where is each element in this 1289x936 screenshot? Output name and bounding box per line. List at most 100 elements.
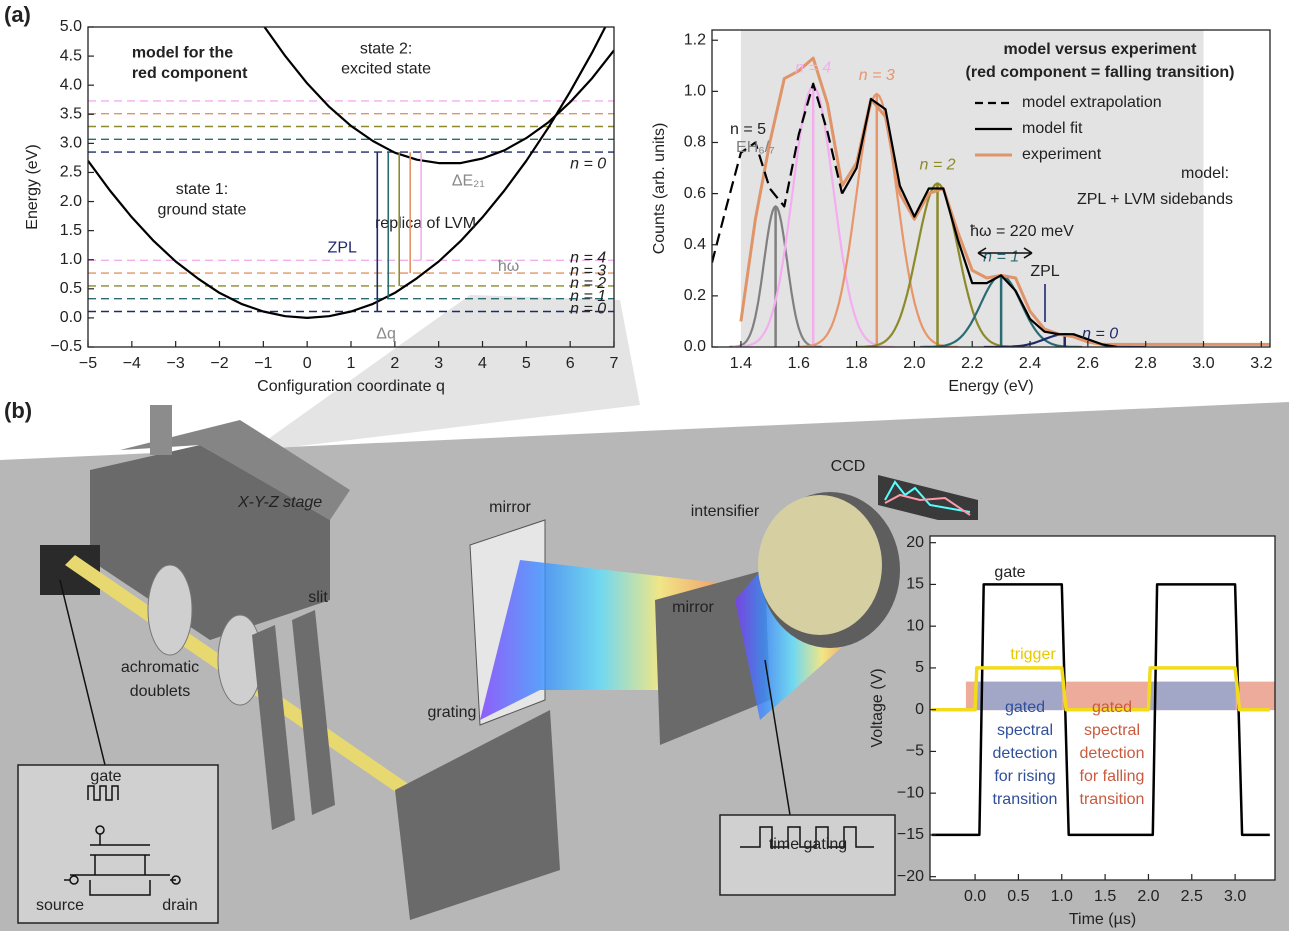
annotation: model:	[1181, 165, 1229, 182]
x-tick-label: 1.8	[845, 355, 867, 372]
y-tick-label: −5	[906, 743, 924, 760]
chart-subtitle: (red component = falling transition)	[966, 64, 1235, 81]
y-tick-label: 2.5	[60, 164, 82, 181]
setup-label: gate	[90, 768, 121, 785]
band-label: gated	[1092, 699, 1132, 716]
y-axis-label: Voltage (V)	[869, 668, 886, 747]
panel-label: (b)	[4, 398, 32, 423]
y-tick-label: −15	[897, 826, 924, 843]
setup-label: intensifier	[691, 503, 760, 520]
y-tick-label: 0.5	[60, 280, 82, 297]
annotation: n = 5	[730, 121, 766, 138]
setup-label: mirror	[489, 499, 531, 516]
level-label: n = 4	[570, 250, 606, 267]
y-tick-label: 0.8	[684, 134, 706, 151]
x-tick-label: 3.0	[1192, 355, 1214, 372]
y-tick-label: 0.6	[684, 185, 706, 202]
x-tick-label: 2.5	[1181, 888, 1203, 905]
series-label: gate	[994, 564, 1025, 581]
x-tick-label: 3.0	[1224, 888, 1246, 905]
y-axis-label: Counts (arb. units)	[651, 123, 668, 255]
annotation: ħω	[498, 258, 519, 275]
annotation: excited state	[341, 61, 431, 78]
y-tick-label: 3.5	[60, 105, 82, 122]
y-tick-label: 3.0	[60, 135, 82, 152]
setup-label: slit	[308, 589, 328, 606]
y-tick-label: 0.2	[684, 287, 706, 304]
legend-label: model fit	[1022, 120, 1083, 137]
y-tick-label: 0	[915, 701, 924, 718]
y-tick-label: 5.0	[60, 18, 82, 35]
x-tick-label: 2.8	[1135, 355, 1157, 372]
band-label: transition	[1080, 791, 1145, 808]
y-tick-label: 10	[906, 617, 924, 634]
x-tick-label: 1.5	[1094, 888, 1116, 905]
x-tick-label: 0.5	[1007, 888, 1029, 905]
component-label: n = 2	[919, 157, 955, 174]
x-tick-label: 1.4	[730, 355, 752, 372]
y-tick-label: 4.5	[60, 47, 82, 64]
figure: (a)(b)−5−4−3−2−101234567−0.50.00.51.01.5…	[0, 0, 1289, 931]
setup-label: achromatic	[121, 659, 199, 676]
y-tick-label: 0.4	[684, 236, 706, 253]
x-tick-label: −4	[123, 355, 141, 372]
y-tick-label: −10	[897, 784, 924, 801]
y-tick-label: 1.2	[684, 31, 706, 48]
y-tick-label: 4.0	[60, 76, 82, 93]
setup-label: doublets	[130, 683, 191, 700]
band-label: detection	[1080, 745, 1145, 762]
page: { "figure": { "panel_labels": ["(a)", "(…	[0, 0, 1289, 931]
x-tick-label: 1.0	[1051, 888, 1073, 905]
setup-label: CCD	[831, 458, 866, 475]
component-label: n = 4	[795, 60, 831, 77]
setup-label: grating	[428, 704, 477, 721]
x-tick-label: 2.2	[961, 355, 983, 372]
annotation: ZPL + LVM sidebands	[1077, 191, 1233, 208]
x-tick-label: 2.6	[1077, 355, 1099, 372]
x-tick-label: 1.6	[788, 355, 810, 372]
x-axis-label: Configuration coordinate q	[257, 378, 445, 395]
setup-label: time gating	[769, 836, 847, 853]
y-tick-label: 5	[915, 659, 924, 676]
annotation: ΔE₂₁	[452, 172, 485, 189]
detection-band	[1150, 682, 1235, 710]
y-axis-label: Energy (eV)	[24, 144, 41, 229]
annotation: replica of LVM	[375, 215, 476, 232]
x-tick-label: 6	[566, 355, 575, 372]
y-tick-label: 20	[906, 534, 924, 551]
setup-label: drain	[162, 897, 198, 914]
band-label: detection	[993, 745, 1058, 762]
y-tick-label: 15	[906, 576, 924, 593]
x-tick-label: 1	[347, 355, 356, 372]
setup-label: source	[36, 897, 84, 914]
band-label: transition	[993, 791, 1058, 808]
x-tick-label: 2.4	[1019, 355, 1041, 372]
x-tick-label: −5	[79, 355, 97, 372]
x-axis-label: Time (µs)	[1069, 911, 1136, 928]
annotation: ħω = 220 meV	[970, 223, 1074, 240]
band-label: spectral	[1084, 722, 1140, 739]
y-tick-label: −20	[897, 868, 924, 885]
legend-label: model extrapolation	[1022, 94, 1162, 111]
component-label: n = 1	[983, 249, 1019, 266]
annotation: ground state	[157, 201, 246, 218]
x-tick-label: 2.0	[1137, 888, 1159, 905]
x-tick-label: 2	[390, 355, 399, 372]
intensifier-face	[758, 495, 882, 635]
x-tick-label: 2.0	[903, 355, 925, 372]
annotation: ZPL	[328, 239, 357, 256]
y-tick-label: 1.0	[60, 251, 82, 268]
gating-inset	[720, 815, 895, 895]
annotation: red component	[132, 65, 248, 82]
annotation: state 1:	[176, 181, 228, 198]
x-tick-label: −2	[210, 355, 228, 372]
setup-label: X-Y-Z stage	[237, 494, 322, 511]
component-label: n = 0	[1082, 325, 1118, 342]
lens	[148, 565, 192, 655]
x-tick-label: −3	[167, 355, 185, 372]
x-tick-label: −1	[254, 355, 272, 372]
y-tick-label: 0.0	[684, 338, 706, 355]
x-tick-label: 3.2	[1250, 355, 1272, 372]
y-tick-label: 1.5	[60, 222, 82, 239]
x-axis-label: Energy (eV)	[948, 378, 1033, 395]
